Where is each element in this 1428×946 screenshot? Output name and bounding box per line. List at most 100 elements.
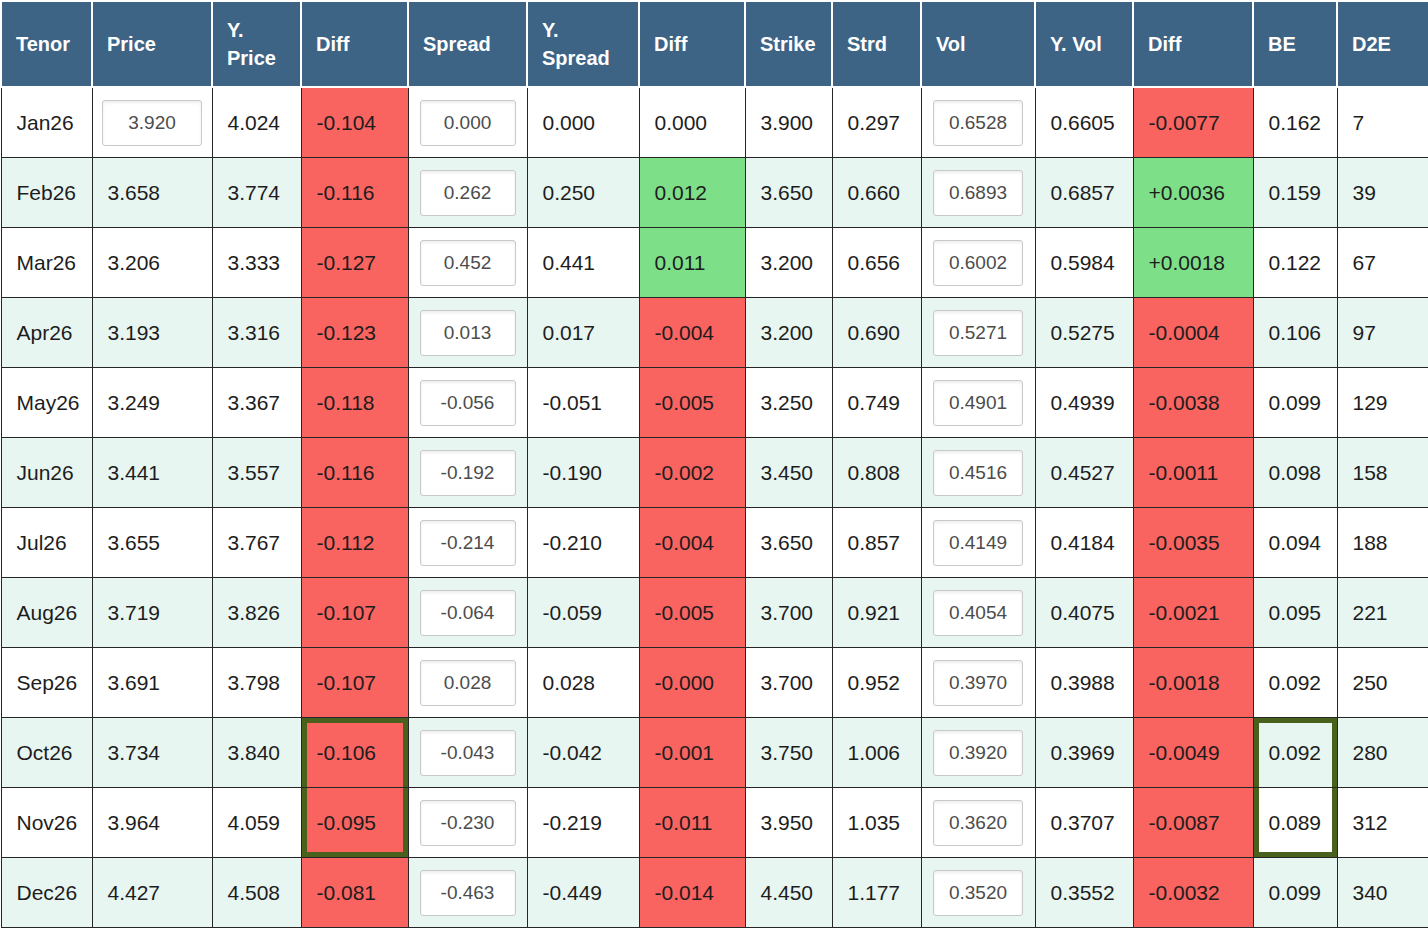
diff_spread-cell: -0.004 [639, 508, 745, 578]
vol-input[interactable] [933, 450, 1023, 496]
vol-cell [921, 368, 1035, 438]
spread-input[interactable] [420, 100, 516, 146]
y_spread-cell: -0.059 [527, 578, 639, 648]
y_price-cell: 3.798 [212, 648, 301, 718]
col-header-spread: Spread [408, 1, 527, 87]
strd-cell: 0.690 [832, 298, 921, 368]
table-row-aug26: Aug263.7193.826-0.107-0.059-0.0053.7000.… [1, 578, 1428, 648]
vol-input[interactable] [933, 100, 1023, 146]
spread-input[interactable] [420, 800, 516, 846]
vol-cell [921, 578, 1035, 648]
price-cell: 3.691 [92, 648, 212, 718]
spread-input[interactable] [420, 660, 516, 706]
tenor-cell: Apr26 [1, 298, 92, 368]
y_spread-cell: -0.042 [527, 718, 639, 788]
strd-cell: 0.921 [832, 578, 921, 648]
tenor-cell: Feb26 [1, 158, 92, 228]
spread-cell [408, 718, 527, 788]
spread-input[interactable] [420, 730, 516, 776]
vol-input[interactable] [933, 800, 1023, 846]
price-cell: 3.206 [92, 228, 212, 298]
vol-input[interactable] [933, 870, 1023, 916]
diff_price-cell: -0.112 [301, 508, 408, 578]
spread-input[interactable] [420, 240, 516, 286]
y_spread-cell: -0.449 [527, 858, 639, 928]
diff_vol-cell: -0.0035 [1133, 508, 1253, 578]
be-cell: 0.122 [1253, 228, 1337, 298]
tenor-price-vol-table: TenorPriceY. PriceDiffSpreadY. SpreadDif… [0, 0, 1428, 928]
be-cell: 0.095 [1253, 578, 1337, 648]
spread-cell [408, 438, 527, 508]
y_spread-cell: -0.219 [527, 788, 639, 858]
col-header-vol: Vol [921, 1, 1035, 87]
spread-cell [408, 368, 527, 438]
spread-cell [408, 508, 527, 578]
vol-input[interactable] [933, 660, 1023, 706]
price-cell: 3.193 [92, 298, 212, 368]
y_vol-cell: 0.3988 [1035, 648, 1133, 718]
d2e-cell: 340 [1337, 858, 1428, 928]
col-header-strike: Strike [745, 1, 832, 87]
y_spread-cell: -0.190 [527, 438, 639, 508]
strike-cell: 3.900 [745, 87, 832, 158]
tenor-cell: Sep26 [1, 648, 92, 718]
table-header: TenorPriceY. PriceDiffSpreadY. SpreadDif… [1, 1, 1428, 87]
tenor-cell: Oct26 [1, 718, 92, 788]
y_price-cell: 3.367 [212, 368, 301, 438]
y_spread-cell: 0.017 [527, 298, 639, 368]
diff_price-cell: -0.116 [301, 438, 408, 508]
diff_vol-cell: -0.0038 [1133, 368, 1253, 438]
y_vol-cell: 0.3552 [1035, 858, 1133, 928]
vol-input[interactable] [933, 170, 1023, 216]
vol-input[interactable] [933, 380, 1023, 426]
diff_vol-cell: -0.0004 [1133, 298, 1253, 368]
d2e-cell: 158 [1337, 438, 1428, 508]
col-header-d2e: D2E [1337, 1, 1428, 87]
diff_spread-cell: -0.004 [639, 298, 745, 368]
diff_spread-cell: -0.005 [639, 578, 745, 648]
vol-input[interactable] [933, 590, 1023, 636]
vol-input[interactable] [933, 310, 1023, 356]
diff_vol-cell: -0.0018 [1133, 648, 1253, 718]
spread-input[interactable] [420, 870, 516, 916]
strike-cell: 3.250 [745, 368, 832, 438]
spread-input[interactable] [420, 170, 516, 216]
spread-input[interactable] [420, 380, 516, 426]
vol-cell [921, 858, 1035, 928]
diff_spread-cell: 0.011 [639, 228, 745, 298]
y_price-cell: 3.767 [212, 508, 301, 578]
price-input[interactable] [102, 100, 202, 146]
y_price-cell: 4.024 [212, 87, 301, 158]
col-header-strd: Strd [832, 1, 921, 87]
y_spread-cell: 0.028 [527, 648, 639, 718]
vol-input[interactable] [933, 240, 1023, 286]
table-row-apr26: Apr263.1933.316-0.1230.017-0.0043.2000.6… [1, 298, 1428, 368]
spread-input[interactable] [420, 590, 516, 636]
spread-input[interactable] [420, 310, 516, 356]
col-header-y_spread: Y. Spread [527, 1, 639, 87]
vol-cell [921, 228, 1035, 298]
y_spread-cell: -0.210 [527, 508, 639, 578]
diff_spread-cell: 0.000 [639, 87, 745, 158]
y_spread-cell: -0.051 [527, 368, 639, 438]
spread-input[interactable] [420, 450, 516, 496]
col-header-y_vol: Y. Vol [1035, 1, 1133, 87]
table-row-jul26: Jul263.6553.767-0.112-0.210-0.0043.6500.… [1, 508, 1428, 578]
strike-cell: 3.200 [745, 228, 832, 298]
d2e-cell: 312 [1337, 788, 1428, 858]
diff_vol-cell: -0.0087 [1133, 788, 1253, 858]
diff_spread-cell: -0.014 [639, 858, 745, 928]
spread-cell [408, 298, 527, 368]
be-cell: 0.159 [1253, 158, 1337, 228]
be-cell: 0.162 [1253, 87, 1337, 158]
diff_price-cell: -0.081 [301, 858, 408, 928]
diff_spread-cell: -0.005 [639, 368, 745, 438]
vol-input[interactable] [933, 730, 1023, 776]
vol-input[interactable] [933, 520, 1023, 566]
tenor-cell: Jul26 [1, 508, 92, 578]
vol-cell [921, 648, 1035, 718]
y_price-cell: 3.774 [212, 158, 301, 228]
vol-cell [921, 508, 1035, 578]
spread-input[interactable] [420, 520, 516, 566]
options-market-grid: TenorPriceY. PriceDiffSpreadY. SpreadDif… [0, 0, 1428, 946]
